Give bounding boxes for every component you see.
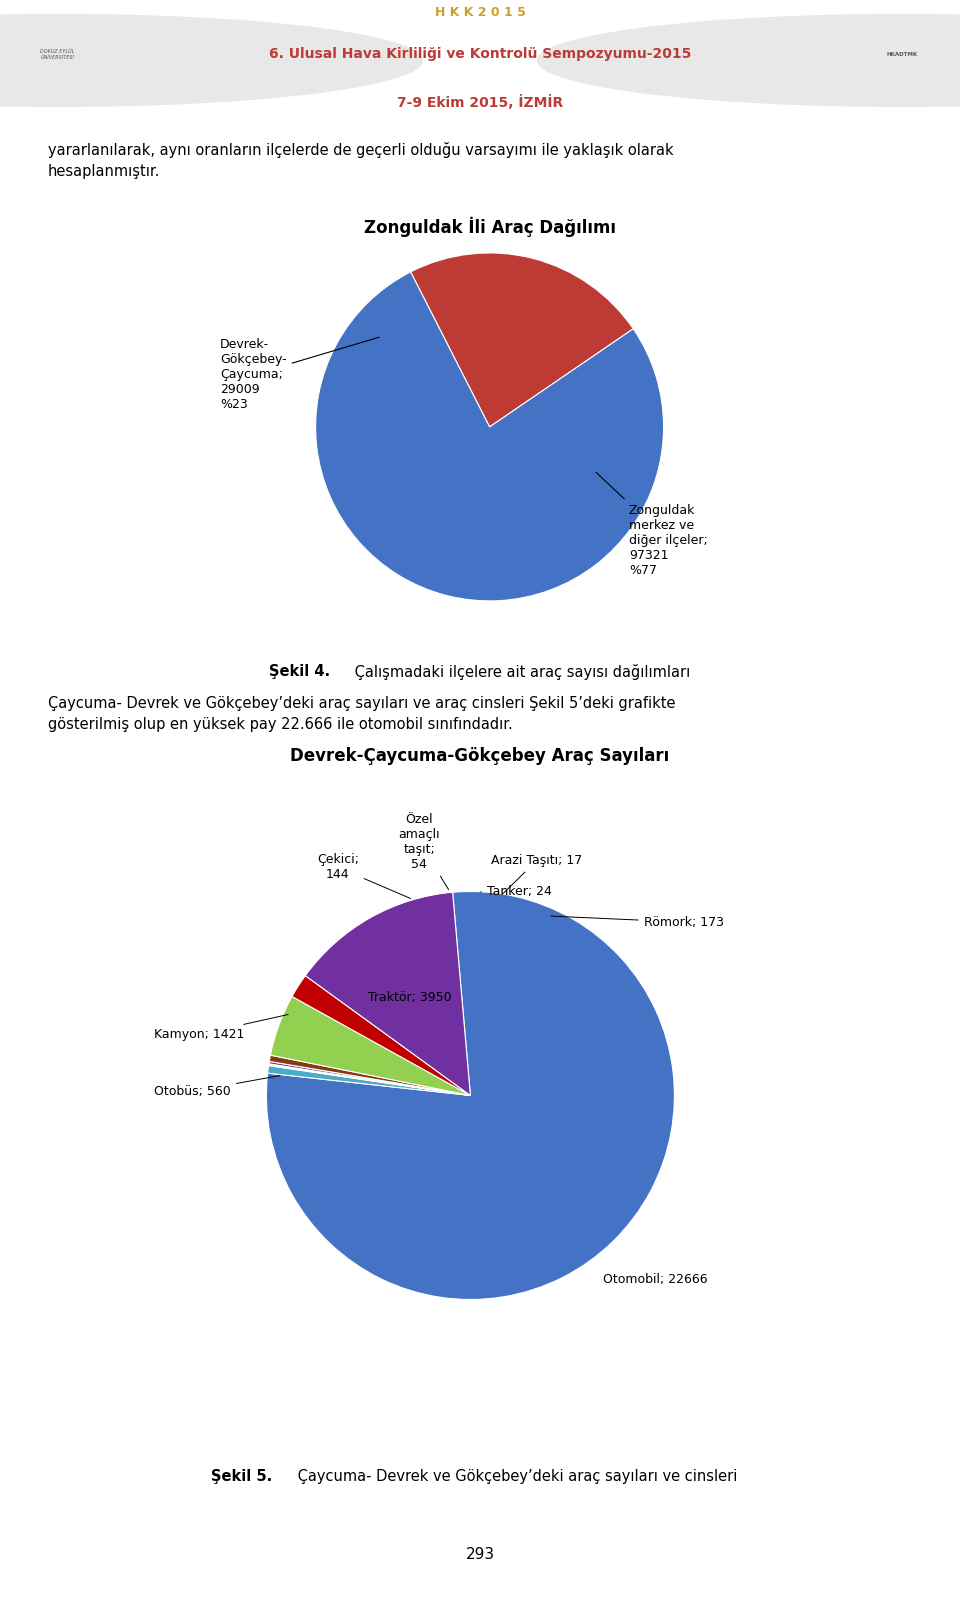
- Text: Şekil 5.: Şekil 5.: [211, 1469, 273, 1484]
- Text: Çaycuma- Devrek ve Gökçebey’deki araç sayıları ve cinsleri: Çaycuma- Devrek ve Gökçebey’deki araç sa…: [293, 1469, 737, 1484]
- Text: yararlanılarak, aynı oranların ilçelerde de geçerli olduğu varsayımı ile yaklaşı: yararlanılarak, aynı oranların ilçelerde…: [48, 142, 674, 179]
- Text: H K K 2 0 1 5: H K K 2 0 1 5: [435, 6, 525, 19]
- Wedge shape: [269, 1063, 470, 1095]
- Text: Arazi Taşıtı; 17: Arazi Taşıtı; 17: [491, 854, 582, 894]
- Wedge shape: [268, 1065, 470, 1095]
- Wedge shape: [305, 892, 470, 1095]
- Text: Zonguldak İli Araç Dağılımı: Zonguldak İli Araç Dağılımı: [364, 216, 615, 237]
- Wedge shape: [269, 1062, 470, 1095]
- Text: HKADTMK: HKADTMK: [887, 52, 918, 56]
- Wedge shape: [411, 253, 634, 427]
- Text: Devrek-
Gökçebey-
Çaycuma;
29009
%23: Devrek- Gökçebey- Çaycuma; 29009 %23: [220, 337, 379, 411]
- Text: 7-9 Ekim 2015, İZMİR: 7-9 Ekim 2015, İZMİR: [396, 95, 564, 110]
- Text: Zonguldak
merkez ve
diğer ilçeler;
97321
%77: Zonguldak merkez ve diğer ilçeler; 97321…: [596, 472, 708, 577]
- Text: Tanker; 24: Tanker; 24: [481, 884, 552, 897]
- Text: Çalışmadaki ilçelere ait araç sayısı dağılımları: Çalışmadaki ilçelere ait araç sayısı dağ…: [350, 664, 690, 680]
- Text: Römork; 173: Römork; 173: [551, 915, 724, 928]
- Wedge shape: [292, 976, 470, 1095]
- Circle shape: [538, 14, 960, 106]
- Wedge shape: [269, 1055, 470, 1095]
- Wedge shape: [316, 272, 663, 601]
- Text: 6. Ulusal Hava Kirliliği ve Kontrolü Sempozyumu-2015: 6. Ulusal Hava Kirliliği ve Kontrolü Sem…: [269, 47, 691, 61]
- Text: 293: 293: [466, 1547, 494, 1561]
- Text: Otomobil; 22666: Otomobil; 22666: [603, 1273, 708, 1286]
- Text: Devrek-Çaycuma-Gökçebey Araç Sayıları: Devrek-Çaycuma-Gökçebey Araç Sayıları: [290, 748, 670, 765]
- Text: Çekici;
144: Çekici; 144: [317, 854, 411, 899]
- Circle shape: [0, 14, 422, 106]
- Text: Özel
amaçlı
taşıt;
54: Özel amaçlı taşıt; 54: [398, 814, 448, 889]
- Text: Çaycuma- Devrek ve Gökçebey’deki araç sayıları ve araç cinsleri Şekil 5’deki gra: Çaycuma- Devrek ve Gökçebey’deki araç sa…: [48, 696, 676, 731]
- Wedge shape: [269, 1065, 470, 1095]
- Text: Kamyon; 1421: Kamyon; 1421: [155, 1015, 288, 1041]
- Text: Şekil 4.: Şekil 4.: [269, 664, 330, 678]
- Wedge shape: [271, 997, 470, 1095]
- Text: Traktör; 3950: Traktör; 3950: [369, 991, 452, 1004]
- Text: Otobüs; 560: Otobüs; 560: [155, 1076, 280, 1099]
- Text: DOKUZ EYLÜL
ÜNİVERSİTESİ: DOKUZ EYLÜL ÜNİVERSİTESİ: [40, 48, 75, 60]
- Wedge shape: [267, 891, 674, 1300]
